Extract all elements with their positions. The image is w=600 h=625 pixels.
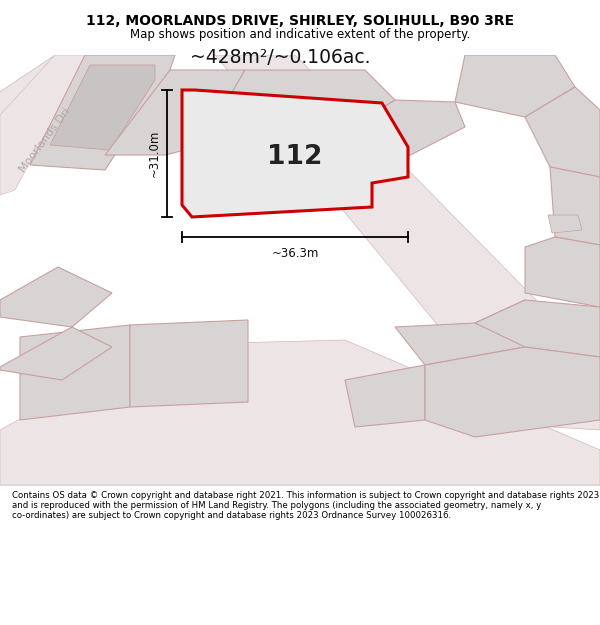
Polygon shape (210, 70, 395, 137)
Polygon shape (335, 100, 465, 163)
Polygon shape (0, 267, 112, 327)
Polygon shape (0, 327, 112, 380)
Polygon shape (475, 300, 600, 357)
Polygon shape (0, 55, 105, 160)
Text: Moorlands Dri: Moorlands Dri (17, 106, 73, 174)
Polygon shape (20, 325, 130, 420)
Polygon shape (0, 340, 600, 485)
Polygon shape (30, 55, 175, 170)
Text: 112: 112 (268, 144, 323, 170)
Polygon shape (425, 347, 600, 437)
Polygon shape (395, 300, 525, 365)
Polygon shape (345, 365, 425, 427)
Polygon shape (215, 55, 600, 430)
Text: ~428m²/~0.106ac.: ~428m²/~0.106ac. (190, 48, 370, 67)
Polygon shape (455, 55, 575, 117)
Polygon shape (50, 65, 155, 150)
Polygon shape (105, 70, 245, 155)
Polygon shape (130, 320, 248, 407)
Polygon shape (548, 215, 582, 233)
Text: Map shows position and indicative extent of the property.: Map shows position and indicative extent… (130, 28, 470, 41)
Polygon shape (525, 237, 600, 307)
Text: Contains OS data © Crown copyright and database right 2021. This information is : Contains OS data © Crown copyright and d… (12, 491, 599, 521)
Text: ~31.0m: ~31.0m (148, 130, 161, 178)
Text: ~36.3m: ~36.3m (271, 247, 319, 260)
Polygon shape (525, 87, 600, 177)
Polygon shape (550, 167, 600, 245)
Polygon shape (0, 55, 105, 195)
Polygon shape (182, 90, 408, 217)
Text: 112, MOORLANDS DRIVE, SHIRLEY, SOLIHULL, B90 3RE: 112, MOORLANDS DRIVE, SHIRLEY, SOLIHULL,… (86, 14, 514, 28)
